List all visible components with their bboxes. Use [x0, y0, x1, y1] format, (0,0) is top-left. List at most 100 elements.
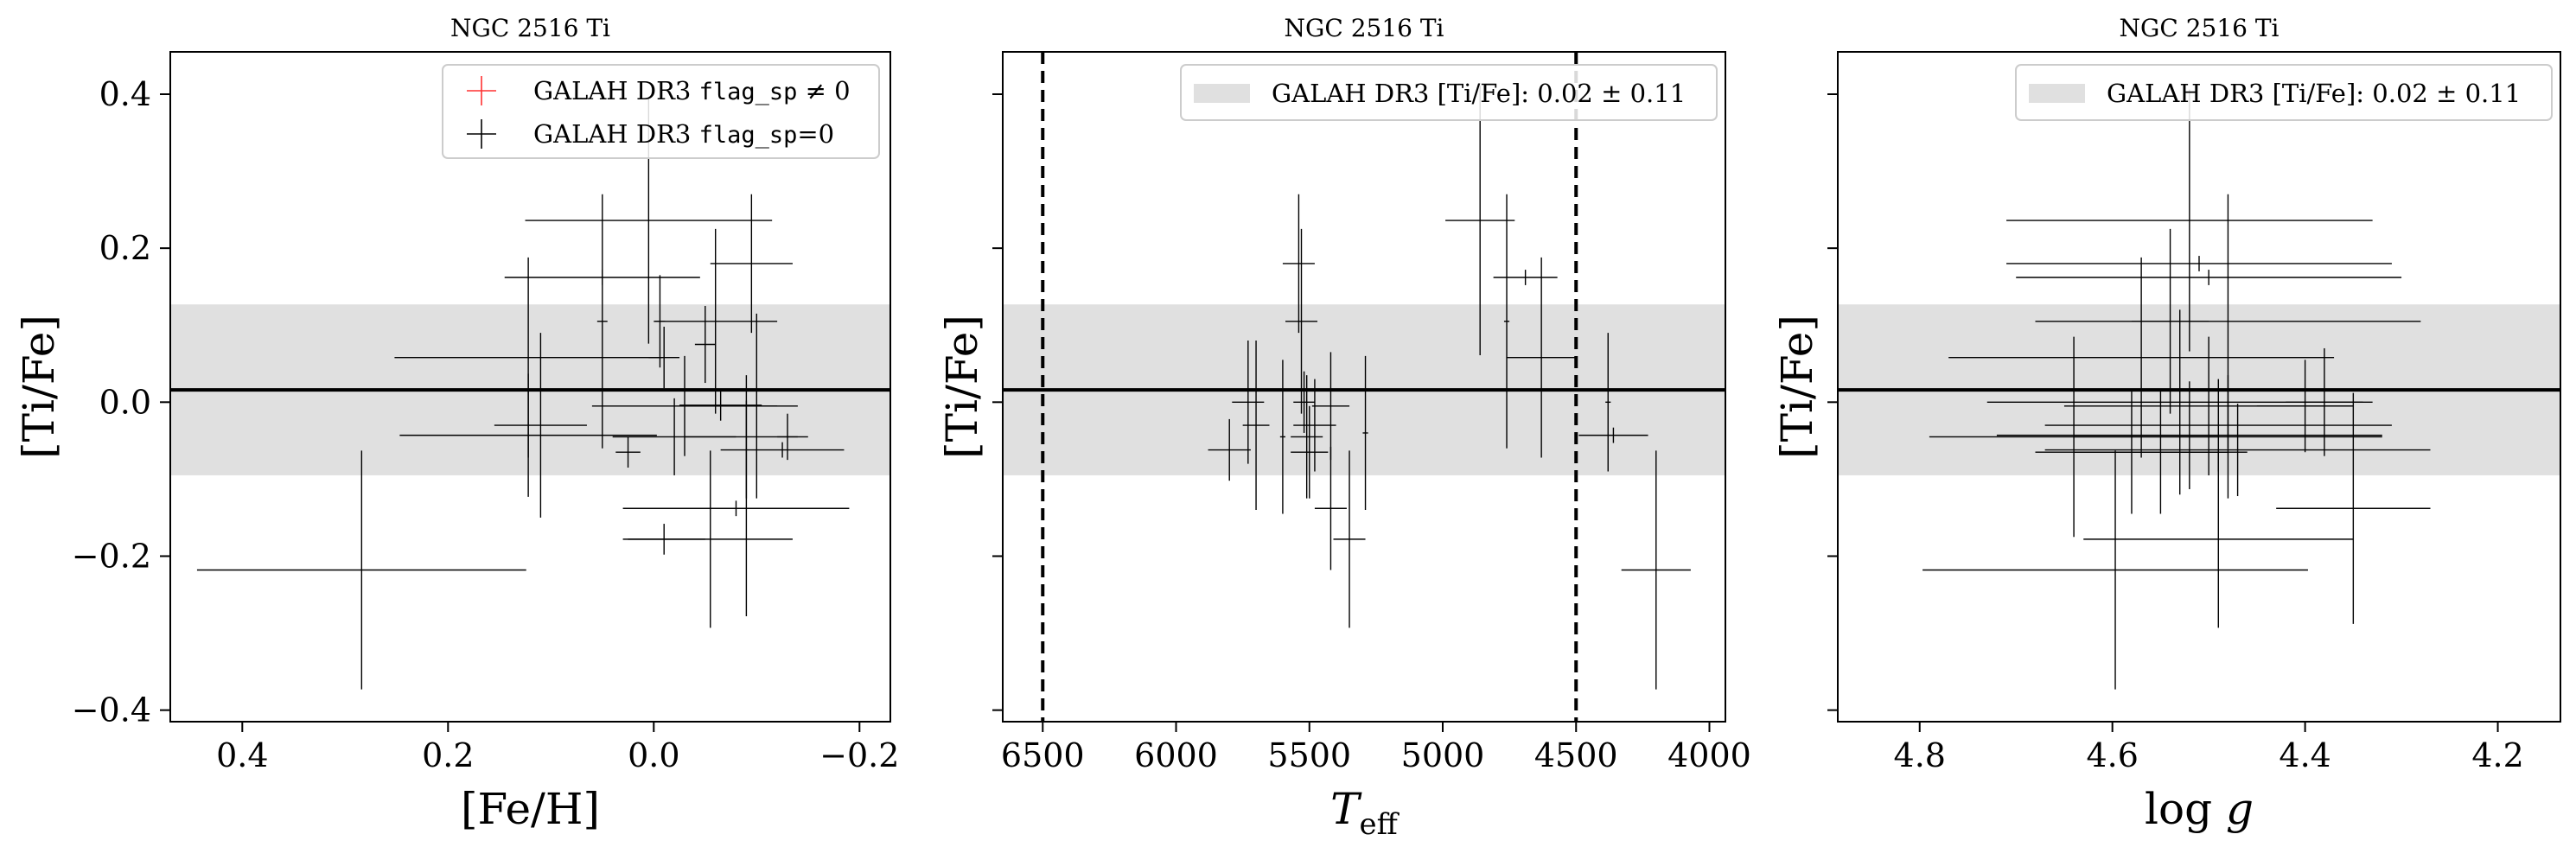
- x-tick-label: 6500: [1001, 736, 1085, 774]
- y-axis-label: [Ti/Fe]: [937, 315, 987, 459]
- y-axis-label: [Ti/Fe]: [14, 315, 64, 459]
- data-point: [1232, 341, 1265, 464]
- data-point: [2083, 450, 2354, 628]
- data-point: [1282, 194, 1315, 334]
- legend-box: [1180, 64, 1718, 121]
- x-tick-label: 6000: [1134, 736, 1218, 774]
- data-point: [694, 305, 716, 384]
- data-point: [2016, 270, 2402, 285]
- data-point: [1503, 194, 1510, 449]
- axes-frame: [1837, 51, 2561, 723]
- data-point: [1293, 379, 1336, 472]
- legend-marker: [467, 119, 496, 149]
- data-point: [1311, 352, 1350, 461]
- legend-label: GALAH DR3 flag_sp=0: [533, 119, 834, 149]
- x-tick-label: −0.2: [819, 736, 899, 774]
- data-point: [494, 333, 587, 518]
- y-tick-label: 0.4: [99, 75, 151, 113]
- data-point: [2276, 392, 2431, 624]
- y-tick-label: 0.2: [99, 229, 151, 267]
- legend: GALAH DR3 [Ti/Fe]: 0.02 ± 0.11: [1180, 64, 1718, 121]
- x-tick-label: 0.4: [216, 736, 268, 774]
- data-point: [1948, 257, 2335, 458]
- panel-title: NGC 2516 Ti: [1285, 14, 1444, 42]
- x-tick-label: 4000: [1667, 736, 1751, 774]
- data-point: [1996, 381, 2382, 489]
- data-point: [1507, 257, 1577, 458]
- data-point: [2006, 256, 2392, 271]
- x-tick-label: 5500: [1267, 736, 1351, 774]
- data-point: [679, 390, 762, 421]
- legend-label: GALAH DR3 [Ti/Fe]: 0.02 ± 0.11: [2107, 79, 2521, 108]
- data-point: [2006, 89, 2373, 352]
- legend-label: GALAH DR3 flag_sp ≠ 0: [533, 76, 851, 105]
- data-point: [1279, 360, 1285, 514]
- x-tick-label: 4.4: [2279, 736, 2331, 774]
- data-point: [777, 413, 798, 461]
- data-point: [1922, 450, 2308, 690]
- y-tick-label: −0.2: [72, 537, 151, 575]
- legend: GALAH DR3 flag_sp ≠ 0 GALAH DR3 flag_sp=0: [442, 64, 880, 159]
- data-point: [1445, 86, 1515, 355]
- data-point: [628, 450, 793, 628]
- plot-area: [1003, 52, 1725, 722]
- data-point: [1293, 371, 1315, 433]
- x-tick-label: 0.0: [628, 736, 679, 774]
- legend-swatch: [2029, 84, 2085, 103]
- x-tick-label: 0.2: [422, 736, 474, 774]
- data-point: [720, 442, 845, 458]
- legend-label: GALAH DR3 [Ti/Fe]: 0.02 ± 0.11: [1272, 79, 1686, 108]
- axes-frame: [1002, 51, 1726, 723]
- panel-2: NGC 2516 Ti 6500 6000 5500 5000 4500 4000 Teff […: [937, 14, 1751, 842]
- panel-title: NGC 2516 Ti: [2120, 14, 2280, 42]
- x-axis-label: log g: [2145, 784, 2254, 834]
- legend-marker: [467, 76, 496, 105]
- data-point: [1362, 355, 1368, 511]
- data-point: [622, 500, 850, 517]
- data-point: [1621, 450, 1691, 690]
- x-tick-label: 4500: [1534, 736, 1618, 774]
- data-point: [1314, 446, 1347, 570]
- x-axis-label: [Fe/H]: [461, 784, 600, 834]
- data-point: [1578, 427, 1648, 443]
- x-tick-label: 4.8: [1894, 736, 1946, 774]
- y-tick-label: −0.4: [72, 691, 151, 729]
- data-point: [2256, 360, 2354, 453]
- data-point: [1929, 336, 2219, 538]
- data-point: [715, 313, 798, 499]
- data-point: [710, 194, 793, 334]
- data-point: [1208, 418, 1251, 481]
- panel-1: NGC 2516 Ti 0.4 0.2 0.0 −0.2 −0.4 −0.2 0.0 0.2 0.…: [14, 14, 899, 834]
- data-point: [2286, 347, 2363, 456]
- x-axis-label: Teff: [1330, 784, 1400, 842]
- legend-box: [2015, 64, 2553, 121]
- y-tick-label: 0.0: [99, 383, 151, 421]
- data-point: [504, 270, 700, 285]
- x-tick-label: 5000: [1401, 736, 1485, 774]
- data-point: [1605, 333, 1611, 472]
- data-point: [1291, 405, 1329, 499]
- data-point: [399, 373, 657, 497]
- data-point: [1285, 228, 1318, 414]
- data-point: [1493, 270, 1558, 285]
- legend-box: [442, 64, 880, 159]
- data-point: [1291, 375, 1323, 499]
- x-tick-label: 4.2: [2471, 736, 2523, 774]
- data-point: [615, 436, 641, 468]
- plot-area: [170, 97, 890, 690]
- data-point: [1333, 450, 1366, 628]
- data-point: [1242, 341, 1270, 511]
- plot-area: [1838, 89, 2560, 690]
- x-tick-label: 4.6: [2086, 736, 2138, 774]
- data-point: [648, 327, 680, 389]
- axes-frame: [169, 51, 891, 723]
- data-point: [2044, 404, 2431, 496]
- y-axis-label: [Ti/Fe]: [1772, 315, 1822, 459]
- data-point: [2131, 228, 2209, 414]
- legend: GALAH DR3 [Ti/Fe]: 0.02 ± 0.11: [2015, 64, 2553, 121]
- panel-3: NGC 2516 Ti 4.8 4.6 4.4 4.2 log g [Ti/Fe] GALAH…: [1772, 14, 2561, 834]
- legend-swatch: [1194, 84, 1250, 103]
- panel-title: NGC 2516 Ti: [450, 14, 610, 42]
- data-point: [196, 450, 526, 690]
